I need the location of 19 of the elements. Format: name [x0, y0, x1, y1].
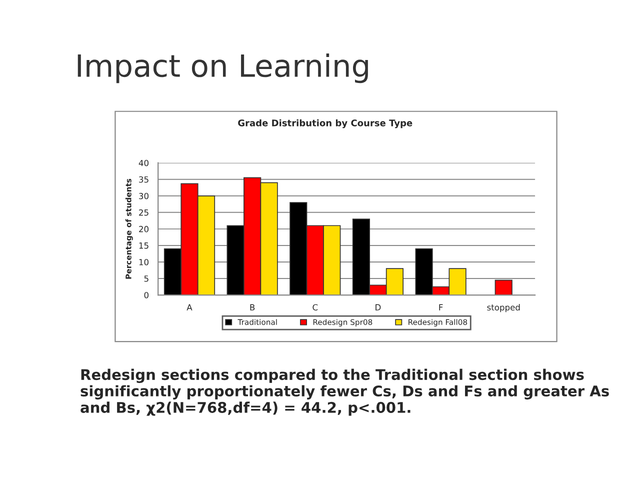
x-tick-label: C [312, 304, 318, 310]
text: Redesign sections compared to the Traditional section shows significantly proportionately fewer Cs, Ds and Fs and greater As and Bs, χ2(N=768,df=4) = 44.2, p<.001. [80, 368, 609, 416]
y-tick-label: 0 [144, 292, 148, 298]
y-tick-label: 35 [139, 176, 148, 183]
y-tick-label: 25 [139, 209, 148, 216]
y-tick-label: 15 [139, 242, 148, 249]
chart-subtitle: Grade Distribution by Course Type [238, 119, 412, 128]
y-tick-label: 40 [138, 160, 148, 166]
y-tick-label: 10 [139, 258, 148, 266]
y-tick-label: 5 [144, 276, 148, 282]
bar [494, 280, 512, 296]
y-tick-label: 20 [139, 226, 148, 232]
x-tick-label: D [376, 304, 381, 310]
x-tick-label: F [439, 304, 443, 310]
x-tick-label: stopped [487, 304, 520, 312]
chart-title: Impact on Learning [78, 54, 368, 84]
x-tick-label: B [250, 304, 255, 310]
x-tick-label: A [186, 304, 192, 310]
y-tick-label: 30 [139, 192, 148, 200]
